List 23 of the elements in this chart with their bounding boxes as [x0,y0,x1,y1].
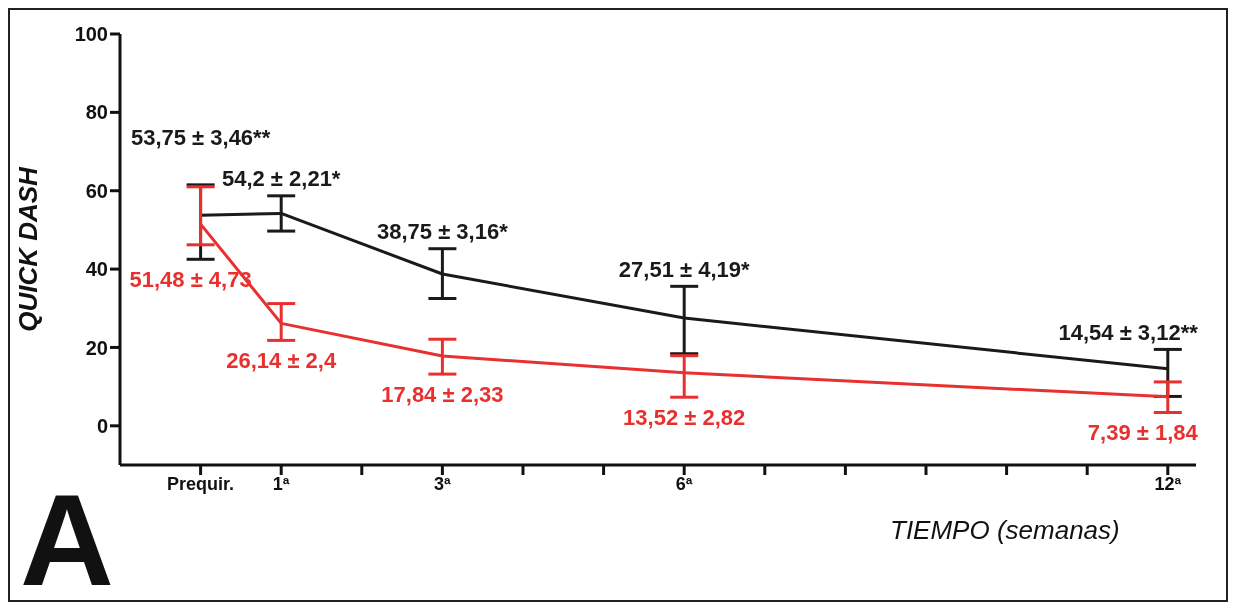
data-label: 53,75 ± 3,46** [130,125,271,151]
x-tick-label: 12ª [1154,473,1182,494]
x-axis-title: TIEMPO (semanas) [890,515,1120,546]
data-label: 54,2 ± 2,21* [221,166,341,192]
y-tick-label: 40 [85,258,108,281]
x-tick-label: Prequir. [167,473,235,494]
y-tick-label: 60 [85,179,108,202]
data-label: 13,52 ± 2,82 [623,404,746,430]
x-tick-label: 6ª [675,473,693,494]
x-tick-label: 1ª [272,473,290,494]
data-label: 26,14 ± 2,4 [226,348,337,374]
y-tick-label: 0 [96,414,108,437]
data-label: 17,84 ± 2,33 [381,381,504,407]
y-tick-label: 100 [74,23,108,46]
data-label: 27,51 ± 4,19* [618,256,750,282]
x-tick-label: 3ª [434,473,452,494]
data-label: 14,54 ± 3,12** [1058,319,1199,345]
y-axis-title: QUICK DASH [13,165,44,332]
text: A [20,467,114,609]
y-tick-label: 20 [85,336,108,359]
data-label: 7,39 ± 1,84 [1087,420,1199,446]
data-label: 38,75 ± 3,16* [377,219,509,245]
y-tick-label: 80 [85,101,108,124]
